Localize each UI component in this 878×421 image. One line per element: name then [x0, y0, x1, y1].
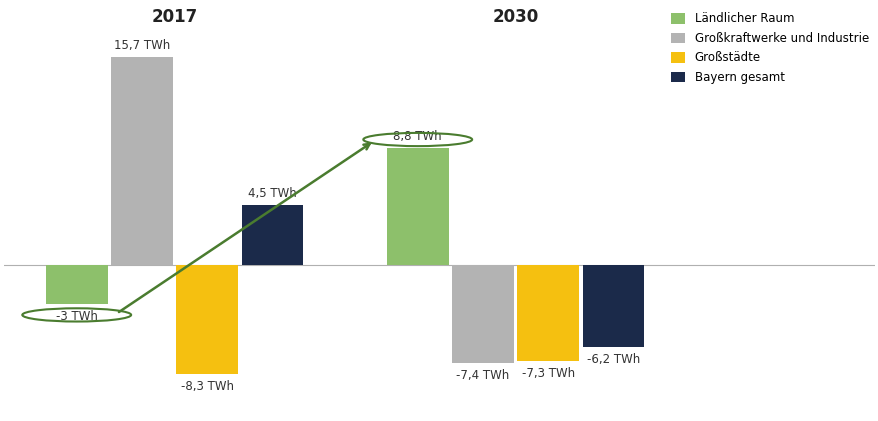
Bar	[517, 265, 579, 361]
Text: 4,5 TWh: 4,5 TWh	[248, 187, 297, 200]
Text: -7,4 TWh: -7,4 TWh	[456, 368, 509, 381]
Text: -3 TWh: -3 TWh	[55, 310, 97, 323]
Text: 15,7 TWh: 15,7 TWh	[114, 39, 170, 52]
Bar	[582, 265, 644, 346]
Text: -8,3 TWh: -8,3 TWh	[181, 381, 234, 394]
Bar	[46, 265, 107, 304]
Legend: Ländlicher Raum, Großkraftwerke und Industrie, Großstädte, Bayern gesamt: Ländlicher Raum, Großkraftwerke und Indu…	[670, 12, 868, 84]
Bar	[386, 148, 448, 265]
Text: -6,2 TWh: -6,2 TWh	[587, 353, 639, 365]
Text: 2017: 2017	[151, 8, 198, 27]
Bar	[241, 205, 303, 265]
Bar	[111, 57, 173, 265]
Text: 8,8 TWh: 8,8 TWh	[393, 131, 442, 144]
Text: -7,3 TWh: -7,3 TWh	[522, 367, 574, 380]
Bar	[451, 265, 514, 362]
Text: 2030: 2030	[492, 8, 538, 27]
Bar	[176, 265, 238, 374]
